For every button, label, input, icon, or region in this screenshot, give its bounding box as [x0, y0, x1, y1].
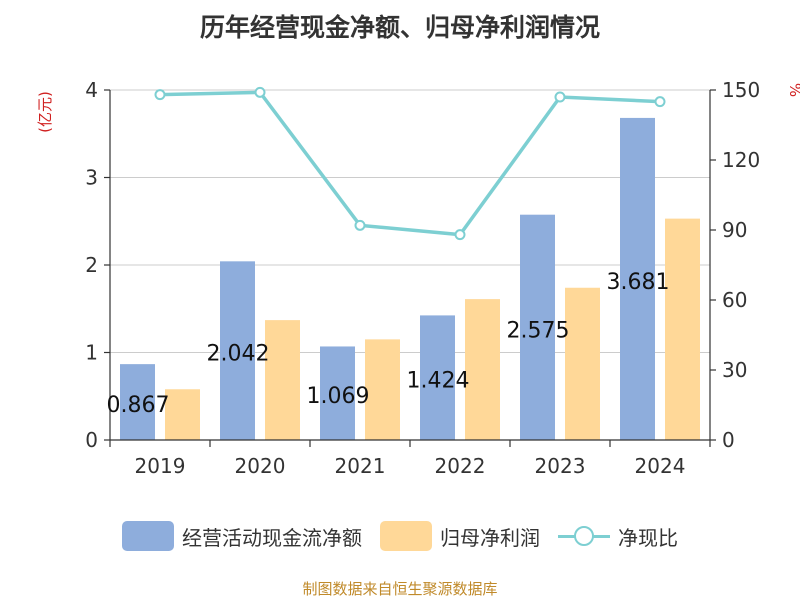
legend-item-ocf[interactable]: 经营活动现金流净额 — [122, 521, 362, 551]
right-tick-label: 30 — [722, 358, 747, 382]
legend: 经营活动现金流净额 归母净利润 净现比 — [0, 518, 800, 554]
x-tick-label: 2023 — [535, 454, 586, 478]
combo-chart: 0 1 2 3 4 0 30 60 90 120 150 (亿元)% 2019 2020 2021 2022 2… — [36, 78, 800, 478]
x-tick-label: 2021 — [335, 454, 386, 478]
data-label-ocf: 2.575 — [507, 318, 570, 343]
gridlines — [110, 89, 710, 353]
legend-swatch-ratio — [558, 521, 610, 551]
left-tick-label: 4 — [85, 78, 98, 102]
right-axis-unit: % — [786, 83, 800, 97]
bar-net-profit — [665, 218, 700, 440]
bar-net-profit — [465, 299, 500, 440]
bar-net-profit — [265, 320, 300, 440]
legend-swatch-net-profit — [380, 521, 432, 551]
bar-ocf — [120, 364, 155, 440]
x-tick-label: 2022 — [435, 454, 486, 478]
ratio-line — [154, 86, 666, 241]
data-labels: 0.867 2.042 1.069 1.424 2.575 3.681 — [107, 270, 670, 418]
ratio-point — [254, 86, 266, 98]
left-tick-label: 0 — [85, 428, 98, 452]
left-tick-label: 2 — [85, 253, 98, 277]
bars — [120, 117, 700, 440]
source-note: 制图数据来自恒生聚源数据库 — [302, 580, 498, 598]
data-label-ocf: 1.069 — [307, 384, 370, 409]
bar-net-profit — [365, 339, 400, 440]
ratio-point — [154, 89, 166, 101]
ratio-point — [454, 229, 466, 241]
data-label-ocf: 3.681 — [607, 270, 670, 295]
bar-ocf — [620, 117, 655, 440]
ratio-point — [654, 96, 666, 108]
bar-ocf — [320, 346, 355, 440]
legend-label-ratio: 净现比 — [618, 525, 678, 550]
ratio-point — [354, 219, 366, 231]
legend-swatch-ocf — [122, 521, 174, 551]
right-tick-label: 90 — [722, 218, 747, 242]
ratio-polyline — [159, 90, 661, 237]
x-tick-label: 2024 — [635, 454, 686, 478]
right-tick-label: 120 — [722, 148, 760, 172]
x-tick-label: 2019 — [135, 454, 186, 478]
legend-item-ratio[interactable]: 净现比 — [558, 521, 678, 551]
left-tick-label: 1 — [85, 341, 98, 365]
legend-label-net-profit: 归母净利润 — [440, 525, 540, 550]
axes: 0 1 2 3 4 0 30 60 90 120 150 (亿元)% 2019 2020 2021 2022 2… — [36, 78, 800, 478]
data-label-ocf: 0.867 — [107, 393, 170, 418]
right-tick-label: 60 — [722, 288, 747, 312]
left-tick-label: 3 — [85, 166, 98, 190]
bar-net-profit — [565, 287, 600, 440]
bar-ocf — [220, 261, 255, 440]
bar-ocf — [420, 315, 455, 440]
data-label-ocf: 1.424 — [407, 369, 470, 394]
legend-label-ocf: 经营活动现金流净额 — [182, 525, 362, 550]
bar-ocf — [520, 214, 555, 440]
left-axis-unit: (亿元) — [36, 91, 54, 133]
data-label-ocf: 2.042 — [207, 342, 270, 367]
right-tick-label: 0 — [722, 428, 735, 452]
legend-marker — [574, 526, 594, 546]
right-tick-label: 150 — [722, 78, 760, 102]
legend-item-net-profit[interactable]: 归母净利润 — [380, 521, 540, 551]
bar-net-profit — [165, 389, 200, 440]
chart-title: 历年经营现金净额、归母净利润情况 — [199, 13, 600, 42]
x-tick-label: 2020 — [235, 454, 286, 478]
ratio-point — [554, 91, 566, 103]
